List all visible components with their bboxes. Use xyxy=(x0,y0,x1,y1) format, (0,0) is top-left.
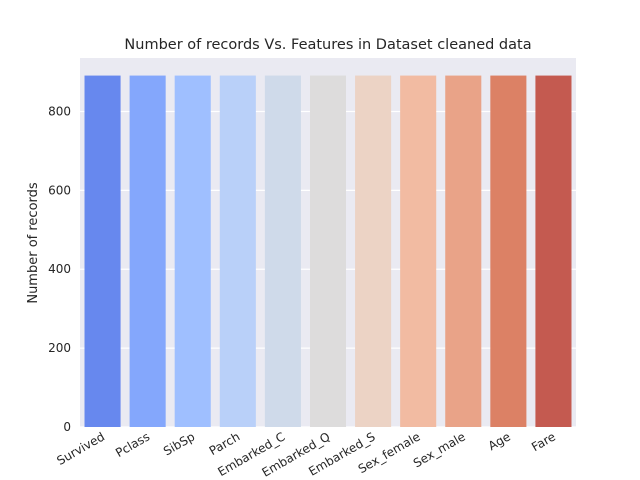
bar-survived xyxy=(84,75,121,428)
y-tick-label: 600 xyxy=(48,183,71,197)
bars xyxy=(84,75,572,428)
y-ticks: 0 200 400 600 800 xyxy=(48,104,71,434)
bar-sibsp xyxy=(174,75,211,428)
bar-sex-male xyxy=(445,75,482,428)
bar-embarked-c xyxy=(264,75,301,428)
bar-age xyxy=(490,75,527,428)
x-tick-label: Age xyxy=(486,429,513,453)
y-tick-label: 200 xyxy=(48,341,71,355)
bar-embarked-q xyxy=(309,75,347,428)
y-axis-label: Number of records xyxy=(26,182,41,304)
x-tick-label: SibSp xyxy=(161,429,197,458)
y-tick-label: 800 xyxy=(48,104,71,118)
x-ticks: Survived Pclass SibSp ParchEmbarked_CEmbark… xyxy=(54,429,558,479)
x-tick-label: Sex_male xyxy=(411,429,468,470)
x-tick-label: Fare xyxy=(529,429,558,454)
chart-title: Number of records Vs. Features in Datase… xyxy=(124,37,531,53)
y-tick-label: 0 xyxy=(63,420,71,434)
x-tick-label: Survived xyxy=(54,429,107,467)
bar-sex-female xyxy=(400,75,437,428)
x-tick-label: Pclass xyxy=(113,429,152,460)
bar-embarked-s xyxy=(355,75,392,428)
bar-pclass xyxy=(129,75,166,428)
bar-fare xyxy=(535,75,572,428)
bar-parch xyxy=(219,75,256,428)
y-tick-label: 400 xyxy=(48,262,71,276)
